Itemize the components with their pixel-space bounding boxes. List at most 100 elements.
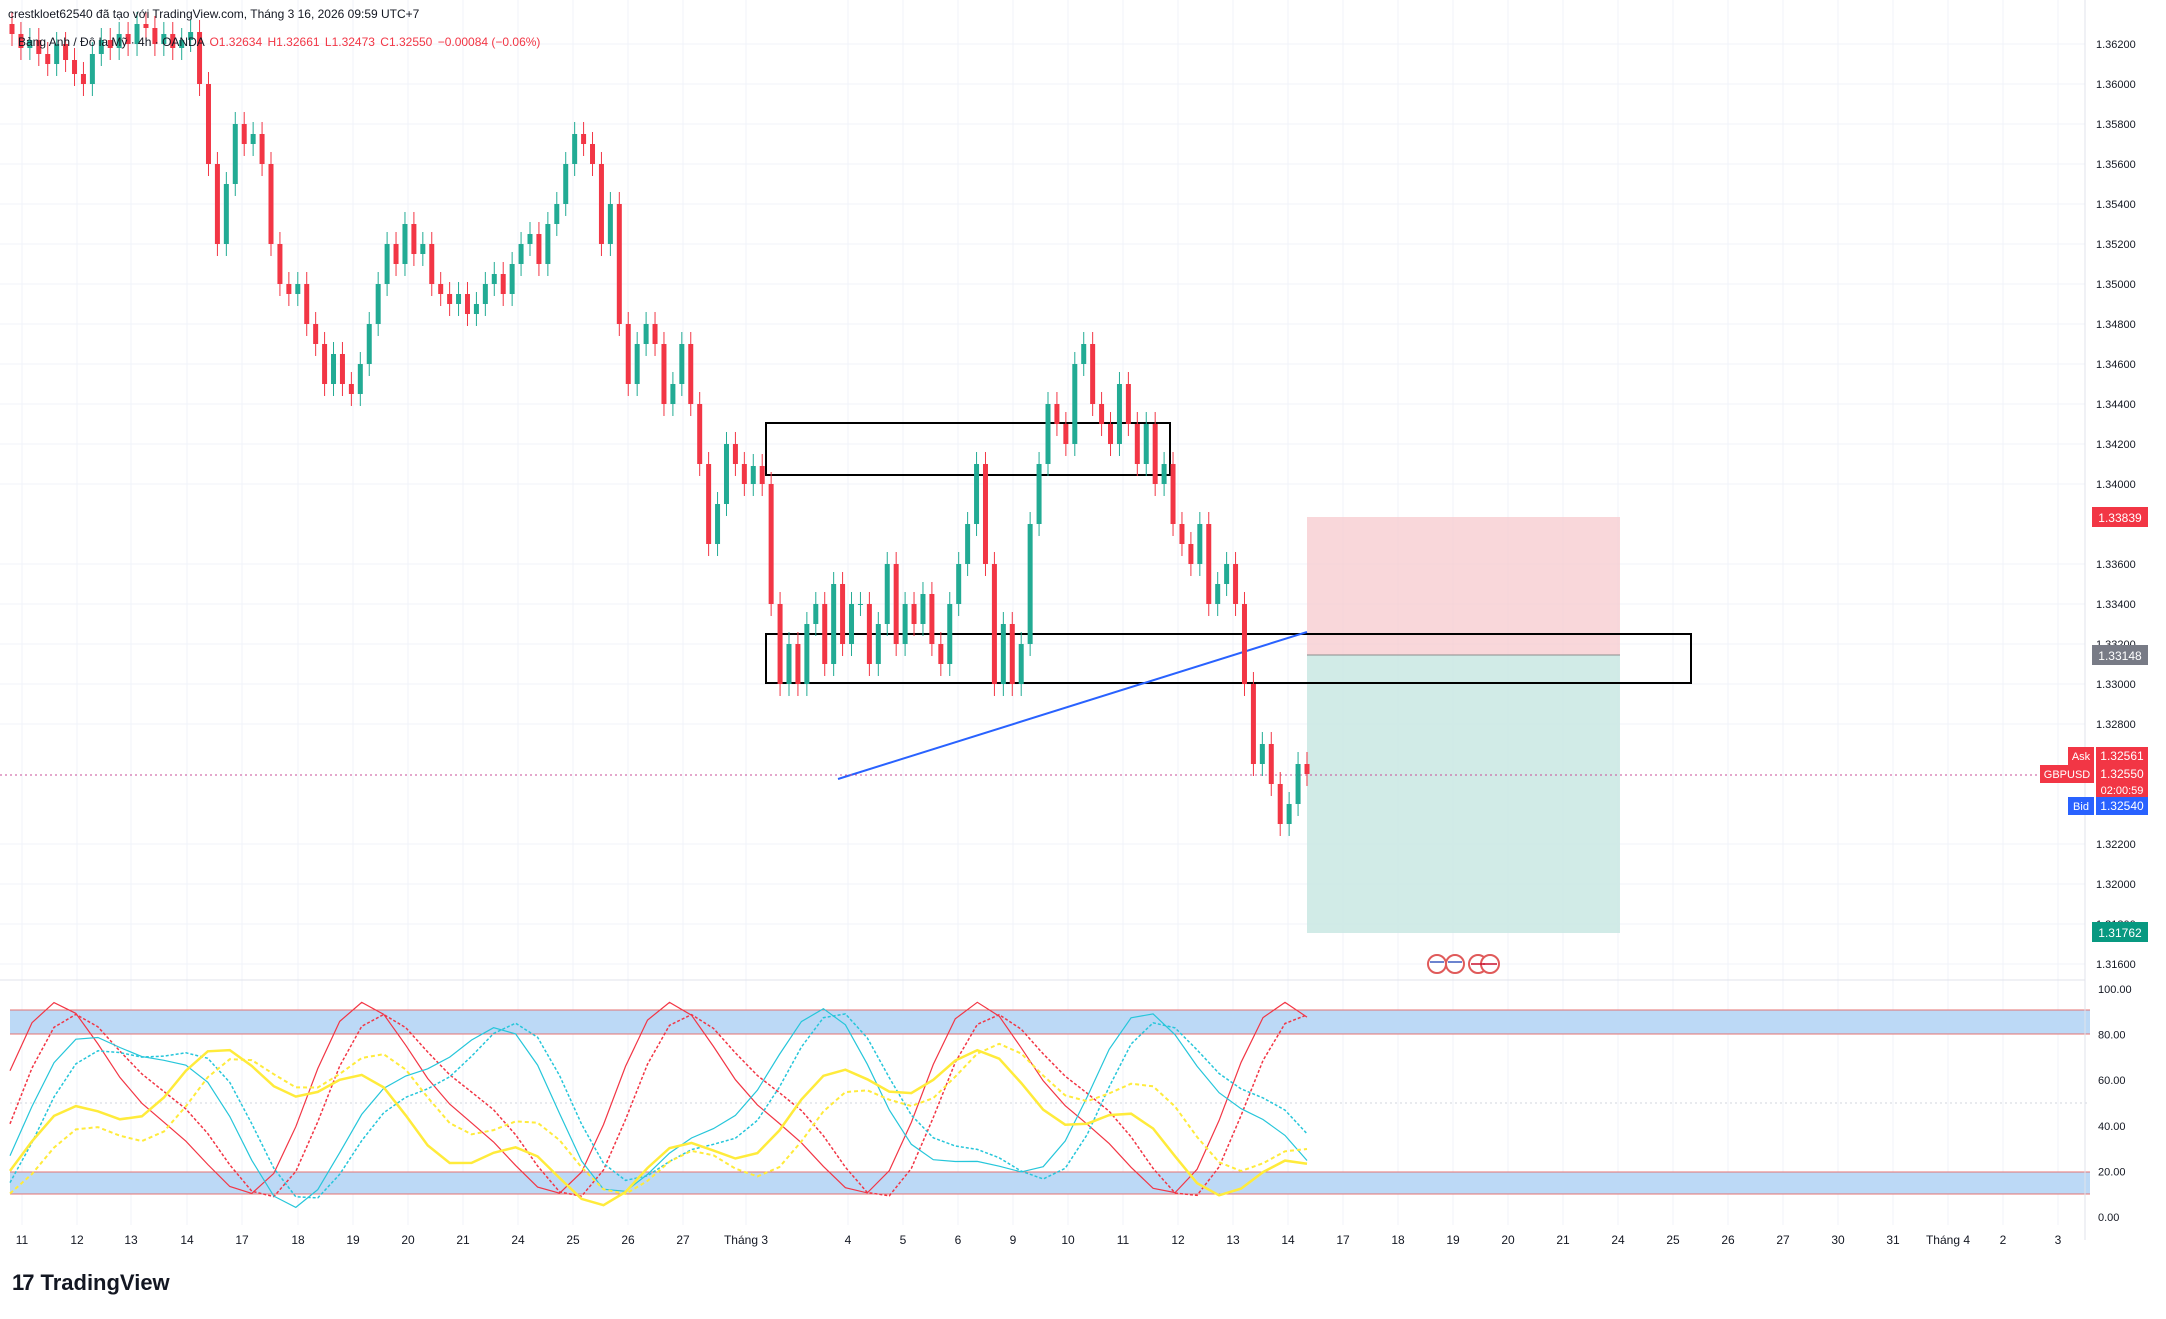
candle	[152, 28, 158, 44]
rsi-axis[interactable]: 100.00 80.00 60.00 40.00 20.00 0.00	[2098, 984, 2132, 1224]
candle	[1045, 404, 1051, 464]
candlestick-series[interactable]	[9, 12, 1310, 836]
candle	[1063, 424, 1069, 444]
candle	[143, 24, 149, 28]
candle	[366, 324, 372, 364]
event-flags[interactable]	[1427, 954, 1500, 974]
snapshot-caption: crestkloet62540 đã tạo với TradingView.c…	[8, 7, 420, 21]
candle	[1268, 744, 1274, 784]
trend-line[interactable]	[837, 631, 1308, 780]
candle	[911, 604, 917, 624]
stop-loss-zone[interactable]	[1307, 517, 1620, 655]
ask-price-label: 1.32561	[2100, 749, 2144, 763]
time-tick-label: 9	[1010, 1233, 1017, 1247]
candle	[27, 40, 33, 48]
candle	[393, 244, 399, 264]
support-box[interactable]	[765, 633, 1692, 684]
candle	[670, 384, 676, 404]
price-tick-label: 1.35000	[2096, 279, 2136, 291]
bid-tag: Bid	[2073, 801, 2089, 813]
price-tick-label: 1.35400	[2096, 199, 2136, 211]
price-tick-label: 1.35200	[2096, 239, 2136, 251]
candle	[447, 294, 453, 304]
candle	[616, 204, 622, 324]
stochastic-rsi-lines[interactable]	[8, 1001, 1308, 1209]
candle	[339, 354, 345, 384]
price-tick-label: 1.34800	[2096, 319, 2136, 331]
candle	[947, 604, 953, 664]
candle	[45, 54, 51, 64]
candle	[161, 34, 167, 44]
candle	[786, 644, 792, 684]
candle	[590, 144, 596, 164]
candle	[991, 564, 997, 684]
candle	[72, 60, 78, 74]
candle	[63, 44, 69, 60]
logo-text: TradingView	[40, 1270, 170, 1295]
candle	[322, 344, 328, 384]
time-tick-label: 19	[1446, 1233, 1460, 1247]
price-tick-label: 1.33600	[2096, 559, 2136, 571]
change-value: −0.00084 (−0.06%)	[437, 35, 541, 49]
price-tick-label: 1.34000	[2096, 479, 2136, 491]
time-tick-label: 11	[1117, 1233, 1130, 1247]
candle	[679, 344, 685, 384]
candle	[804, 624, 810, 684]
rsi-tick-label: 20.00	[2098, 1166, 2126, 1178]
candle	[607, 204, 613, 244]
price-tick-label: 1.34200	[2096, 439, 2136, 451]
time-tick-label: 2	[2000, 1233, 2007, 1247]
price-tick-label: 1.35600	[2096, 159, 2136, 171]
price-axis[interactable]: 1.36200 1.36000 1.35800 1.35600 1.35400 1.352…	[2096, 39, 2136, 971]
candle	[1143, 424, 1149, 464]
time-tick-label: 17	[235, 1233, 249, 1247]
candle	[205, 84, 211, 164]
candle	[598, 164, 604, 244]
candle	[518, 244, 524, 264]
time-tick-label: 21	[456, 1233, 470, 1247]
tradingview-logo[interactable]: 17 TradingView	[12, 1270, 170, 1296]
candle	[277, 244, 283, 284]
resistance-box[interactable]	[765, 422, 1171, 476]
symbol-name[interactable]: Bảng Anh / Đô la Mỹ · 4h · OANDA	[18, 35, 205, 49]
candle	[956, 564, 962, 604]
candle	[777, 604, 783, 684]
candle	[18, 34, 24, 48]
candle	[581, 134, 587, 144]
price-tick-label: 1.32200	[2096, 839, 2136, 851]
candle	[840, 584, 846, 644]
us-flag-icon	[1445, 954, 1465, 974]
price-tick-label: 1.32800	[2096, 719, 2136, 731]
candle	[1304, 764, 1310, 774]
candle	[929, 594, 935, 644]
candle	[938, 644, 944, 664]
candle	[643, 324, 649, 344]
bar-countdown: 02:00:59	[2101, 785, 2144, 797]
open-value: O1.32634	[209, 35, 263, 49]
candle	[375, 284, 381, 324]
time-tick-label: 11	[16, 1233, 29, 1247]
time-tick-label: 10	[1061, 1233, 1075, 1247]
candle	[1259, 744, 1265, 764]
time-tick-label: 26	[1721, 1233, 1735, 1247]
price-tick-label: 1.36000	[2096, 79, 2136, 91]
rsi-tick-label: 100.00	[2098, 984, 2132, 996]
bid-price-label: 1.32540	[2100, 799, 2144, 813]
candle	[223, 184, 229, 244]
time-tick-label: 13	[124, 1233, 138, 1247]
take-profit-zone[interactable]	[1307, 655, 1620, 933]
time-axis[interactable]: 11 12 13 14 17 18 19 20 21 24 25 26 27 Tháng 3 4 5 6 9 10 1…	[16, 1233, 2062, 1247]
candle	[331, 354, 337, 384]
candle	[974, 464, 980, 524]
symbol-legend[interactable]: Bảng Anh / Đô la Mỹ · 4h · OANDA O1.3263…	[18, 35, 540, 49]
candle	[723, 444, 729, 504]
price-tick-label: 1.35800	[2096, 119, 2136, 131]
time-tick-label: 27	[676, 1233, 690, 1247]
candle	[429, 244, 435, 284]
candle	[527, 234, 533, 244]
candle	[402, 224, 408, 264]
candle	[116, 34, 122, 48]
time-tick-label: 12	[1171, 1233, 1185, 1247]
